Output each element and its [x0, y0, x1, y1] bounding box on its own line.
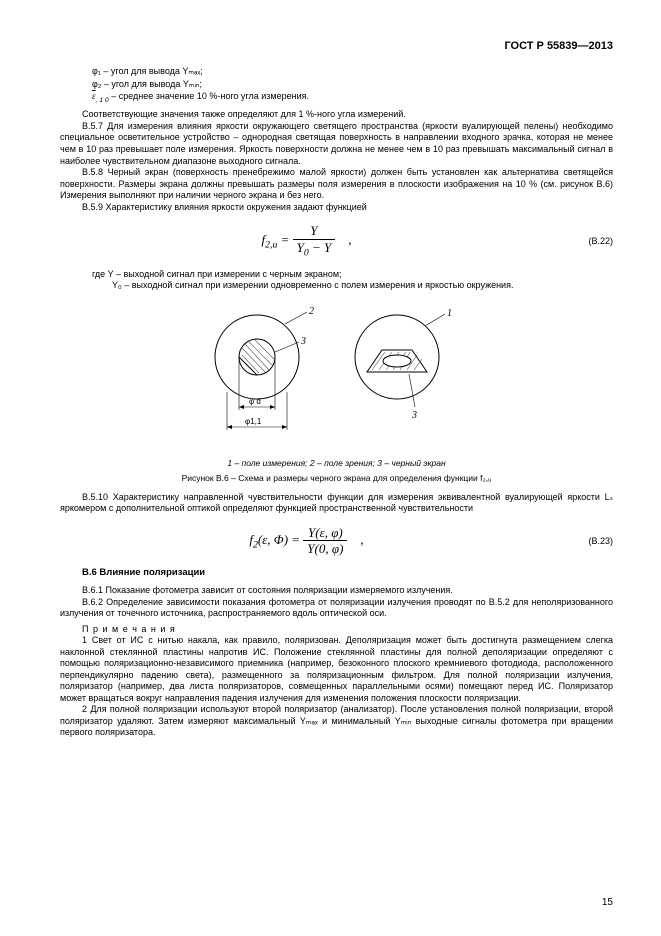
note-2: 2 Для полной поляризации используют втор… [60, 704, 613, 739]
eq-num-22: (В.22) [553, 236, 613, 246]
para-b58: В.5.8 Черный экран (поверхность пренебре… [60, 167, 613, 202]
para-b59: В.5.9 Характеристику влияния яркости окр… [60, 202, 613, 214]
para-b62: В.6.2 Определение зависимости показания … [60, 597, 613, 620]
svg-text:φ1,1: φ1,1 [245, 417, 262, 426]
figure-caption: Рисунок В.6 – Схема и размеры черного эк… [60, 473, 613, 484]
svg-text:2: 2 [309, 306, 314, 317]
section-b6-heading: В.6 Влияние поляризации [60, 567, 613, 579]
para-b57: В.5.7 Для измерения влияния яркости окру… [60, 121, 613, 167]
svg-text:φ d: φ d [249, 397, 261, 406]
eq-num-23: (В.23) [553, 536, 613, 546]
definitions-list: φ₁ – угол для вывода Yₘₐₓ; φ₂ – угол для… [92, 66, 613, 105]
para-corresp: Соответствующие значения также определяю… [60, 109, 613, 121]
figure-legend: 1 – поле измерения; 2 – поле зрения; 3 –… [60, 458, 613, 469]
figure-b6: φ d φ1,1 2 3 1 3 [60, 302, 613, 452]
svg-text:3: 3 [300, 336, 306, 347]
formula-b23: f2(ε, Φ) = Y(ε, φ)Y(0, φ) , (В.23) [60, 525, 613, 557]
formula-b22: f2,u = YY0 − Y , (В.22) [60, 223, 613, 259]
doc-header: ГОСТ Р 55839—2013 [60, 40, 613, 52]
def-eps: ε, 1 0 – среднее значение 10 %-ного угла… [92, 91, 613, 105]
where-y0: Y₀ – выходной сигнал при измерении однов… [112, 280, 613, 292]
svg-text:3: 3 [411, 410, 417, 421]
para-b61: В.6.1 Показание фотометра зависит от сос… [60, 585, 613, 597]
where-block: где Y – выходной сигнал при измерении с … [92, 269, 613, 292]
svg-text:1: 1 [447, 308, 452, 319]
def-phi2: φ₂ – угол для вывода Yₘᵢₙ; [92, 79, 613, 91]
where-y: где Y – выходной сигнал при измерении с … [92, 269, 613, 281]
notes-heading: П р и м е ч а н и я [60, 624, 613, 636]
note-1: 1 Свет от ИС с нитью накала, как правило… [60, 635, 613, 704]
para-b510: В.5.10 Характеристику направленной чувст… [60, 492, 613, 515]
page-number: 15 [602, 897, 613, 908]
def-phi1: φ₁ – угол для вывода Yₘₐₓ; [92, 66, 613, 78]
